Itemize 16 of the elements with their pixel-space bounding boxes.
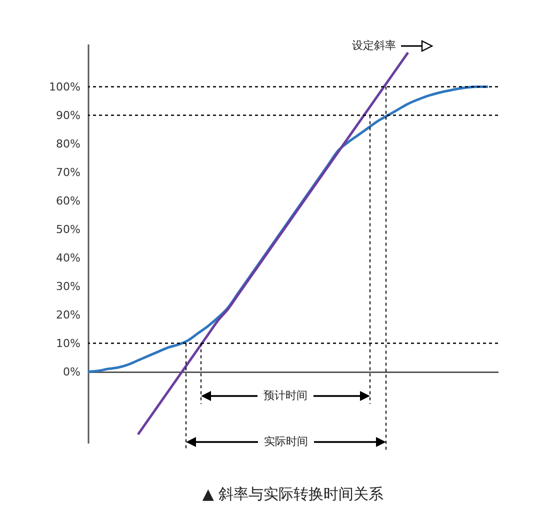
text: ▲ 斜率与实际转换时间关系 — [202, 485, 384, 503]
y-tick-label: 0% — [63, 365, 80, 378]
y-tick-label: 80% — [56, 137, 80, 150]
annotation: 实际时间 — [264, 435, 308, 448]
y-tick-label: 90% — [56, 108, 80, 122]
y-tick-label: 70% — [56, 166, 80, 179]
y-tick-label: 100% — [49, 80, 80, 94]
y-tick-label: 30% — [56, 280, 80, 293]
annotation: 预计时间 — [264, 389, 308, 402]
line-series — [136, 51, 410, 436]
y-tick-label: 50% — [56, 222, 80, 236]
y-tick-label: 10% — [56, 336, 80, 350]
y-tick-label: 20% — [56, 308, 80, 322]
y-tick-label: 60% — [56, 194, 80, 208]
annotation: 设定斜率 — [352, 39, 396, 52]
y-tick-label: 40% — [56, 251, 80, 264]
